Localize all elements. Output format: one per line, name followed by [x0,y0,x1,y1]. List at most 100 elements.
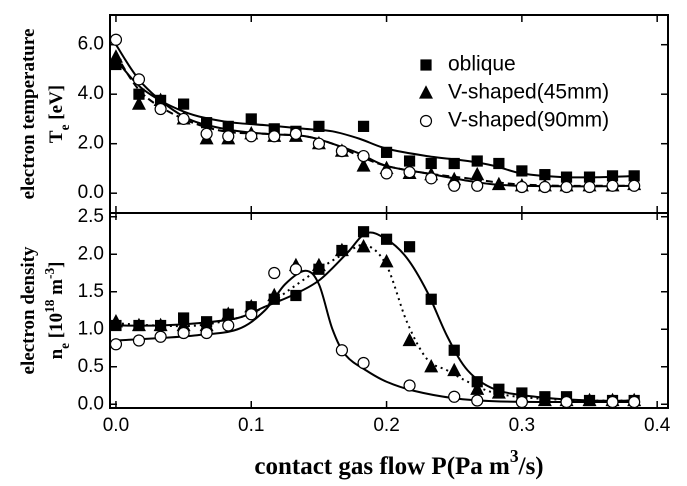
marker-circle [583,180,596,194]
label-run: e [57,124,72,130]
marker-triangle [153,317,168,332]
marker-square [380,233,393,245]
marker-circle [132,334,146,347]
marker-triangle [424,358,439,373]
label-run: -3 [42,268,57,279]
marker-square [290,289,302,302]
marker-circle [268,266,281,280]
marker-triangle [221,306,236,320]
marker-circle [154,330,167,343]
marker-triangle [419,85,433,99]
marker-circle [335,344,349,357]
marker-circle [628,179,641,192]
y-tick-label: 1.5 [78,281,104,302]
marker-circle [606,395,619,409]
label-run: contact gas flow P(Pa m [254,453,510,480]
marker-triangle [311,257,326,272]
marker-circle [403,166,416,179]
marker-triangle [447,362,462,377]
marker-square [357,120,370,132]
marker-circle [448,179,461,192]
marker-circle [245,130,258,143]
marker-circle [515,395,528,409]
marker-triangle [379,253,394,268]
label-run: electron temperature [18,29,39,200]
y-tick-label: 2.5 [78,206,104,227]
marker-circle [628,395,641,409]
marker-circle [471,394,484,407]
label-run: electron density [18,246,39,374]
y-tick-label: 0.0 [78,393,104,414]
marker-triangle [131,317,146,332]
x-tick-label: 0.3 [509,415,535,436]
marker-circle [515,180,528,194]
marker-circle [132,73,146,86]
marker-circle [448,390,461,403]
marker-square [380,146,393,158]
label-run: n [46,348,67,359]
marker-circle [177,112,190,126]
marker-triangle [470,166,485,181]
y-tick-label: 0.0 [78,182,104,203]
marker-square [357,226,370,238]
marker-circle [560,180,573,194]
legend-entry: V-shaped(45mm) [419,81,609,104]
y-axis-label: electron density [18,246,39,374]
marker-circle [335,145,349,158]
label-run: [eV] [46,85,67,125]
marker-circle [357,149,370,163]
y-axis-label: electron temperature [18,29,39,200]
x-tick-label: 0.4 [644,415,671,436]
marker-circle [109,338,123,351]
x-tick-label: 0.0 [103,415,129,436]
marker-square [448,157,460,170]
marker-circle [425,172,438,185]
label-run: /s) [518,453,544,480]
marker-circle [245,308,258,321]
marker-square [420,59,432,71]
marker-square [403,155,416,167]
y-tick-label: 4.0 [78,83,104,104]
marker-square [425,293,437,305]
marker-triangle [131,96,146,110]
y-axis-label: Te [eV] [46,85,71,143]
y-tick-label: 6.0 [78,34,104,55]
marker-circle [200,326,213,340]
y-tick-label: 0.5 [78,356,104,377]
fit-line [115,243,637,402]
legend-label: V-shaped(45mm) [448,81,609,104]
marker-triangle [356,158,371,172]
legend-entry: V-shaped(90mm) [419,109,609,132]
marker-circle [560,395,573,409]
y-tick-label: 2.0 [78,133,104,154]
label-run: 18 [42,299,57,313]
marker-triangle [402,332,417,347]
marker-circle [606,179,619,192]
legend-label: oblique [448,53,516,76]
y-tick-label: 2.0 [78,243,104,264]
fit-line [115,269,637,404]
marker-triangle [108,313,123,328]
marker-circle [357,356,370,370]
plot-frame [109,212,669,409]
marker-triangle [491,385,506,399]
label-run: 3 [510,446,519,466]
marker-circle [154,102,167,116]
marker-square [403,241,416,253]
marker-square [313,120,325,132]
x-tick-label: 0.1 [238,415,264,436]
marker-triangle [470,381,485,395]
marker-square [178,98,190,110]
marker-circle [538,180,551,194]
label-run: T [46,130,67,143]
legend-entry: oblique [420,53,516,76]
marker-square [448,344,460,356]
marker-circle [177,326,190,340]
marker-circle [312,137,326,150]
legend-label: V-shaped(90mm) [448,109,609,132]
marker-square [245,113,257,125]
marker-circle [200,127,213,140]
label-run: [10 [46,313,67,343]
marker-circle [380,167,393,180]
